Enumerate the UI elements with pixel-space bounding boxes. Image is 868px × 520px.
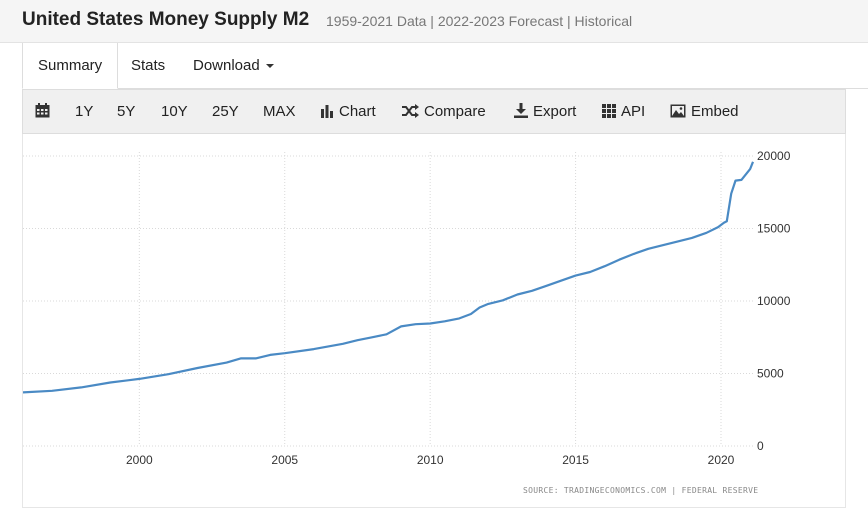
x-tick-label: 2010 bbox=[417, 453, 444, 467]
tab-stats-label: Stats bbox=[131, 57, 166, 74]
bar-chart-icon bbox=[321, 105, 333, 118]
export-label: Export bbox=[533, 103, 577, 120]
export-button[interactable]: Export bbox=[514, 90, 576, 133]
range-25y-button[interactable]: 25Y bbox=[212, 103, 239, 120]
y-tick-label: 5000 bbox=[757, 367, 784, 381]
chart-type-label: Chart bbox=[339, 103, 376, 120]
chart-toolbar: 1Y 5Y 10Y 25Y MAX Chart Compare Export A… bbox=[22, 89, 846, 134]
compare-label: Compare bbox=[424, 103, 486, 120]
page-subtitle: 1959-2021 Data | 2022-2023 Forecast | Hi… bbox=[326, 13, 633, 29]
tab-download[interactable]: Download bbox=[178, 43, 289, 89]
calendar-icon bbox=[35, 103, 50, 118]
range-10y-button[interactable]: 10Y bbox=[161, 103, 188, 120]
m2-line-chart: 0 5000 10000 15000 20000 2000 2005 2010 2015 2020 bbox=[23, 149, 791, 467]
x-tick-label: 2015 bbox=[562, 453, 589, 467]
calendar-button[interactable] bbox=[35, 90, 55, 133]
y-tick-label: 20000 bbox=[757, 149, 791, 163]
source-note: SOURCE: TRADINGECONOMICS.COM | FEDERAL R… bbox=[523, 486, 759, 495]
tab-stats[interactable]: Stats bbox=[116, 43, 180, 89]
tab-summary[interactable]: Summary bbox=[22, 43, 119, 89]
x-tick-label: 2000 bbox=[126, 453, 153, 467]
y-tick-label: 0 bbox=[757, 439, 764, 453]
tab-summary-label: Summary bbox=[38, 57, 103, 74]
chevron-down-icon bbox=[265, 64, 274, 69]
shuffle-icon bbox=[402, 104, 419, 118]
chart-type-button[interactable]: Chart bbox=[320, 90, 376, 133]
tab-download-label: Download bbox=[193, 57, 260, 74]
embed-label: Embed bbox=[691, 103, 739, 120]
m2-series-line bbox=[23, 161, 755, 394]
tab-bar: Summary Stats Download bbox=[22, 43, 868, 89]
y-tick-label: 15000 bbox=[757, 222, 791, 236]
image-icon bbox=[670, 104, 686, 118]
x-tick-label: 2020 bbox=[708, 453, 735, 467]
range-max-button[interactable]: MAX bbox=[263, 103, 296, 120]
chart-container: 0 5000 10000 15000 20000 2000 2005 2010 2015 2020… bbox=[22, 134, 846, 508]
api-label: API bbox=[621, 103, 646, 120]
range-5y-button[interactable]: 5Y bbox=[117, 103, 136, 120]
x-tick-label: 2005 bbox=[271, 453, 298, 467]
compare-button[interactable]: Compare bbox=[401, 90, 486, 133]
y-tick-label: 10000 bbox=[757, 294, 791, 308]
api-button[interactable]: API bbox=[602, 90, 645, 133]
page-title: United States Money Supply M2 bbox=[22, 9, 310, 30]
download-icon bbox=[514, 103, 528, 118]
range-1y-button[interactable]: 1Y bbox=[75, 103, 94, 120]
grid-icon bbox=[602, 104, 616, 118]
page-header: United States Money Supply M2 1959-2021 … bbox=[0, 0, 868, 43]
embed-button[interactable]: Embed bbox=[670, 90, 739, 133]
